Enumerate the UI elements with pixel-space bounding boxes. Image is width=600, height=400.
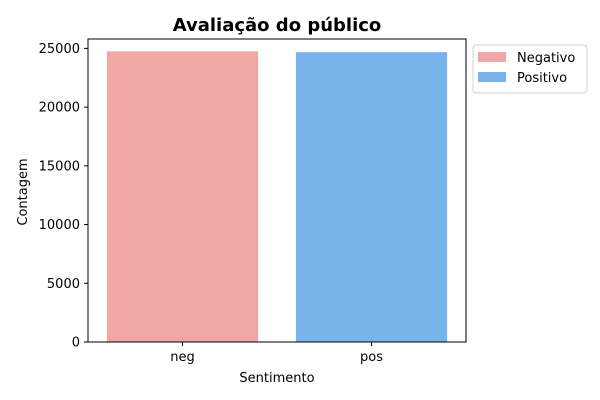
- y-tick-label: 5000: [47, 277, 80, 292]
- y-tick-label: 25000: [39, 42, 80, 57]
- legend-swatch-negativo: [478, 52, 506, 62]
- legend-label-negativo: Negativo: [517, 51, 575, 66]
- y-tick-label: 0: [72, 336, 80, 351]
- bar-neg: [106, 51, 259, 343]
- legend: Negativo Positivo: [472, 44, 588, 94]
- x-axis-label: Sentimento: [239, 371, 314, 386]
- y-tick-label: 10000: [39, 218, 80, 233]
- y-tick-label: 15000: [39, 159, 80, 174]
- bar-pos: [295, 52, 448, 342]
- plot-area: neg pos 0 5000 10000 15000 20000 25000: [39, 38, 467, 365]
- y-tick-label: 20000: [39, 101, 80, 116]
- legend-swatch-positivo: [478, 72, 506, 82]
- axes-frame: [87, 38, 467, 343]
- y-axis-label: Contagem: [16, 158, 31, 225]
- x-tick-label-neg: neg: [170, 350, 195, 365]
- x-tick-label-pos: pos: [360, 350, 383, 365]
- chart-title: Avaliação do público: [173, 15, 382, 36]
- legend-label-positivo: Positivo: [517, 71, 567, 86]
